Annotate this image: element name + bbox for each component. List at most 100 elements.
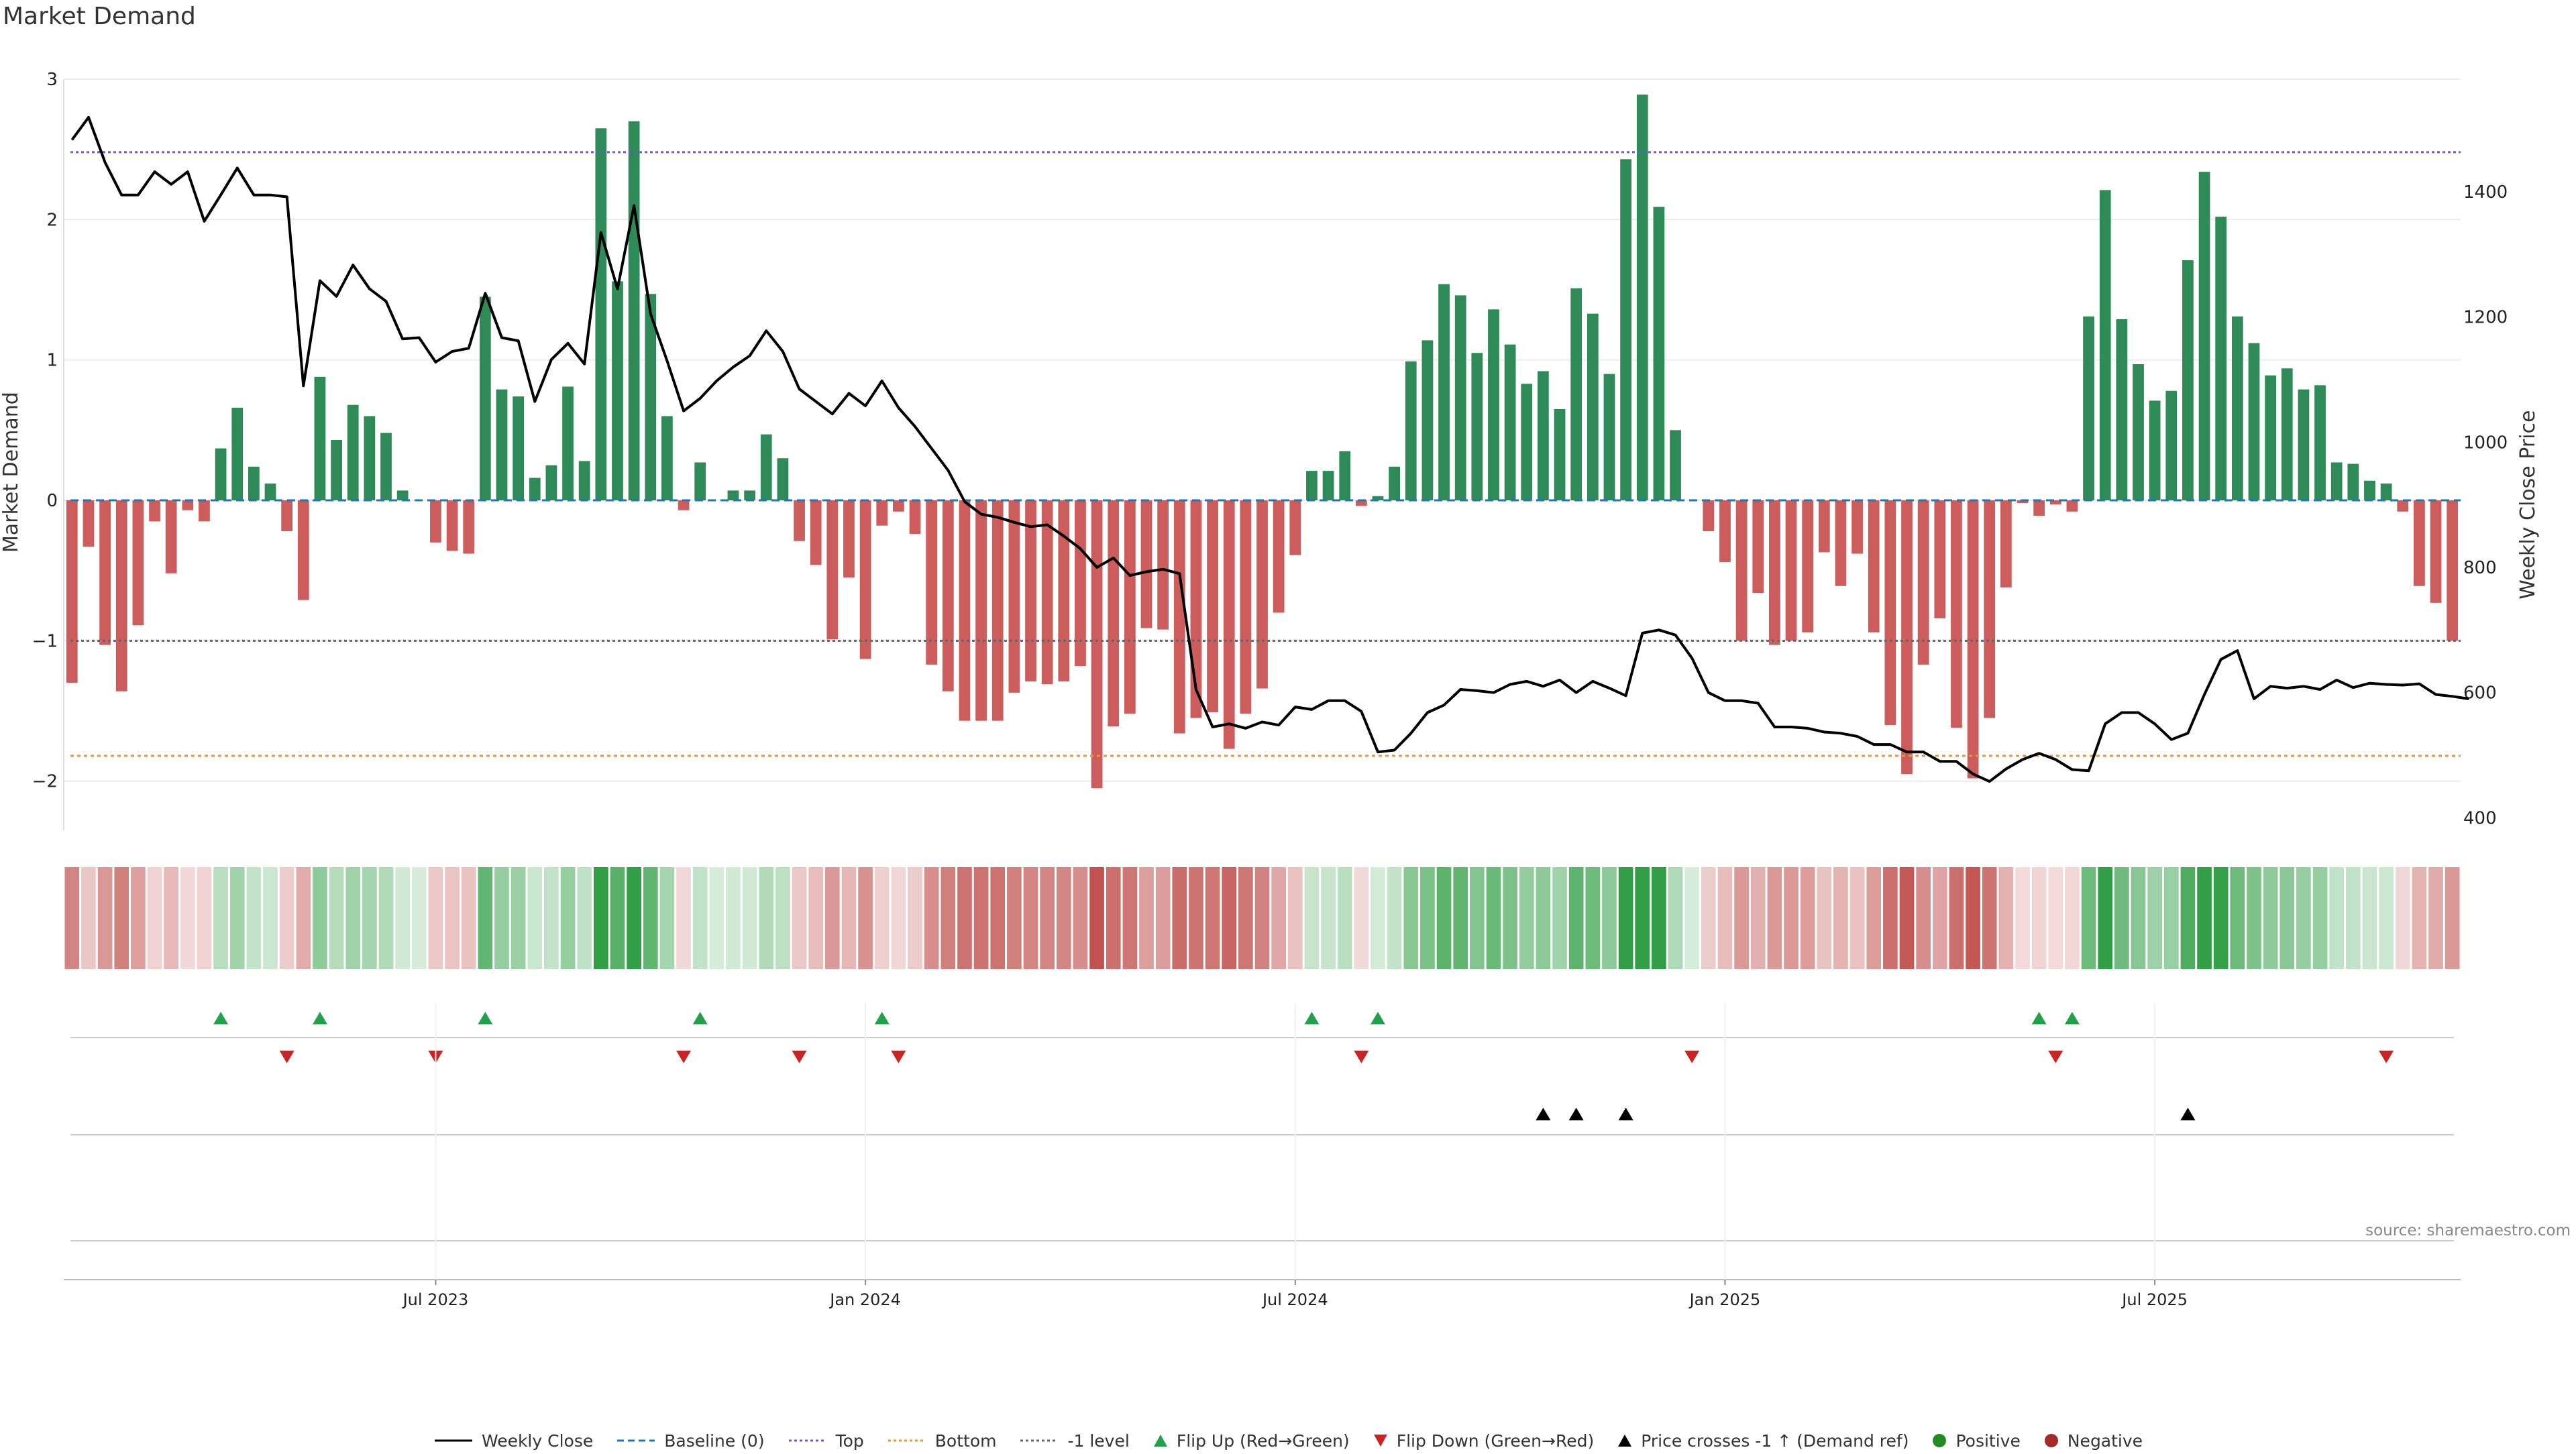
- demand-bar: [1570, 288, 1582, 501]
- demand-bar: [2347, 463, 2359, 501]
- demand-bar: [446, 500, 458, 551]
- strength-cell: [1023, 867, 1038, 969]
- demand-bar: [777, 458, 789, 501]
- demand-bar: [380, 433, 392, 501]
- demand-bar: [529, 478, 541, 501]
- strength-cell: [1916, 867, 1931, 969]
- strength-cell: [1536, 867, 1551, 969]
- y-axis-title-right: Weekly Close Price: [2516, 410, 2540, 600]
- strength-cell: [1304, 867, 1320, 969]
- strength-cell: [1734, 867, 1749, 969]
- demand-bar: [1173, 500, 1185, 734]
- legend-swatch: [1020, 1439, 1059, 1442]
- strength-cell: [229, 867, 245, 969]
- strength-cell: [1568, 867, 1584, 969]
- strength-cell: [2098, 867, 2113, 969]
- demand-bar: [347, 404, 359, 501]
- flip-down-marker: [792, 1050, 807, 1064]
- demand-bar: [66, 500, 78, 683]
- demand-bar: [1488, 309, 1499, 501]
- strength-cell: [1007, 867, 1022, 969]
- main-panel: 3 2 1 0 −1 −2 1400 1200 1000 800 600 400 Market Dema…: [0, 70, 2540, 830]
- strength-cell: [1966, 867, 1980, 969]
- strength-cell: [973, 867, 989, 969]
- strength-cell: [941, 867, 956, 969]
- demand-bar: [2133, 364, 2144, 501]
- strength-cell: [478, 867, 493, 969]
- price-cross-marker: [1536, 1107, 1551, 1121]
- demand-bar: [1670, 430, 1681, 501]
- legend-swatch: [1153, 1435, 1167, 1447]
- strength-cell: [544, 867, 559, 969]
- demand-bar: [595, 128, 607, 501]
- demand-bar: [1884, 500, 1896, 725]
- strength-cell: [874, 867, 890, 969]
- price-cross-marker: [1568, 1107, 1584, 1121]
- strength-cell: [2163, 867, 2179, 969]
- legend-label: Price crosses -1 ↑ (Demand ref): [1641, 1431, 1909, 1451]
- price-cross-marker: [1618, 1107, 1633, 1121]
- strength-cell: [1122, 867, 1138, 969]
- strength-cell: [1222, 867, 1237, 969]
- strength-cell: [1717, 867, 1733, 969]
- strength-cell: [395, 867, 410, 969]
- demand-bar: [1372, 496, 1384, 501]
- demand-bar: [859, 500, 871, 659]
- legend-item: Flip Down (Green→Red): [1373, 1431, 1595, 1451]
- strength-cell: [2362, 867, 2377, 969]
- strength-cell: [1139, 867, 1154, 969]
- strength-cell: [990, 867, 1006, 969]
- legend-label: Flip Down (Green→Red): [1396, 1431, 1595, 1451]
- strength-cell: [2445, 867, 2460, 969]
- flip-up-marker: [2064, 1011, 2080, 1025]
- demand-bar: [1157, 500, 1169, 630]
- strength-cell: [792, 867, 807, 969]
- demand-bar: [2281, 368, 2293, 501]
- strength-cell: [1155, 867, 1171, 969]
- demand-bar: [297, 500, 309, 600]
- strength-cell: [1089, 867, 1104, 969]
- demand-bar: [843, 500, 855, 578]
- strength-cell: [858, 867, 873, 969]
- strength-cell: [1371, 867, 1385, 969]
- legend-item: -1 level: [1019, 1431, 1130, 1451]
- strength-cell: [1635, 867, 1650, 969]
- demand-bar: [1223, 500, 1235, 749]
- demand-bar: [1769, 500, 1780, 645]
- demand-bar: [2033, 500, 2045, 516]
- demand-bar: [430, 500, 441, 543]
- strength-cell: [1618, 867, 1633, 969]
- legend-label: Bottom: [934, 1431, 997, 1451]
- demand-bar: [1802, 500, 1814, 632]
- demand-bar: [2000, 500, 2012, 588]
- demand-bar: [1108, 500, 1120, 727]
- demand-bar: [2364, 480, 2375, 501]
- demand-bar: [2083, 316, 2094, 501]
- strength-cell: [263, 867, 278, 969]
- strength-cell: [296, 867, 311, 969]
- demand-bar: [1405, 361, 1417, 501]
- flip-up-marker: [1304, 1011, 1320, 1025]
- demand-bar: [513, 396, 525, 501]
- demand-bar: [479, 296, 491, 501]
- strength-cell: [246, 867, 262, 969]
- strength-cell: [131, 867, 146, 969]
- flip-markers-panel: [70, 1011, 2454, 1064]
- demand-bar: [2447, 500, 2459, 641]
- flip-down-marker: [279, 1050, 294, 1064]
- strength-cell: [527, 867, 543, 969]
- demand-bar: [364, 416, 376, 501]
- demand-bar: [99, 500, 111, 645]
- demand-bar: [1818, 500, 1830, 553]
- strength-cell: [2412, 867, 2427, 969]
- demand-bar: [1339, 451, 1351, 501]
- demand-bar: [165, 500, 177, 573]
- strength-cell: [1172, 867, 1187, 969]
- demand-bar: [1008, 500, 1020, 693]
- flip-up-marker: [874, 1011, 890, 1025]
- strength-cell: [1453, 867, 1468, 969]
- strength-cell: [1189, 867, 1203, 969]
- demand-bar: [991, 500, 1004, 721]
- strength-cell: [627, 867, 641, 969]
- legend-item: Baseline (0): [616, 1431, 765, 1451]
